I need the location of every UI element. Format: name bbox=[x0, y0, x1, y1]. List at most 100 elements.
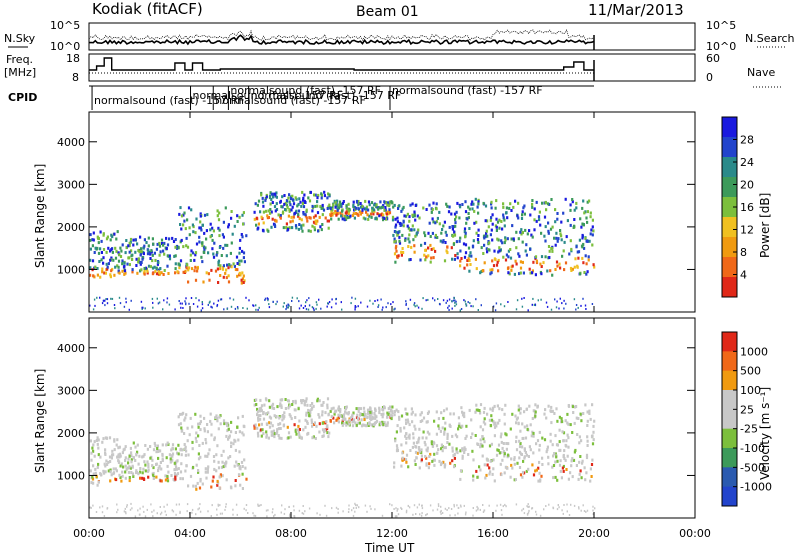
cpid-label: normalsound (fast) -157 RF bbox=[392, 84, 543, 97]
data-cell bbox=[149, 265, 152, 269]
data-cell bbox=[242, 222, 245, 226]
data-cell bbox=[203, 427, 206, 431]
data-cell bbox=[380, 298, 382, 301]
data-cell bbox=[570, 459, 573, 463]
data-cell bbox=[300, 304, 302, 307]
data-cell bbox=[258, 306, 260, 309]
data-cell bbox=[270, 192, 274, 196]
data-cell bbox=[528, 404, 531, 408]
data-cell bbox=[354, 421, 357, 425]
data-cell bbox=[523, 425, 526, 429]
data-cell bbox=[166, 474, 169, 478]
noise-sky-line bbox=[88, 34, 595, 46]
data-cell bbox=[316, 303, 318, 306]
data-cell bbox=[328, 203, 331, 207]
data-cell bbox=[285, 226, 288, 230]
data-cell bbox=[260, 404, 264, 408]
data-cell bbox=[198, 299, 200, 302]
data-cell bbox=[566, 510, 568, 513]
data-cell bbox=[573, 208, 576, 212]
data-cell bbox=[221, 474, 224, 478]
data-cell bbox=[134, 238, 137, 242]
data-cell bbox=[117, 508, 119, 511]
data-cell bbox=[288, 200, 291, 204]
data-cell bbox=[456, 201, 459, 205]
data-cell bbox=[531, 269, 534, 273]
data-cell bbox=[520, 453, 523, 456]
data-cell bbox=[393, 252, 397, 256]
data-cell bbox=[386, 203, 389, 207]
data-cell bbox=[201, 223, 204, 227]
data-cell bbox=[289, 513, 291, 516]
data-cell bbox=[282, 416, 285, 420]
data-cell bbox=[279, 422, 282, 426]
data-cell bbox=[97, 462, 100, 466]
data-cell bbox=[217, 226, 220, 230]
data-cell bbox=[470, 254, 473, 258]
data-cell bbox=[558, 415, 561, 419]
data-cell bbox=[306, 420, 309, 424]
data-cell bbox=[484, 219, 487, 223]
data-cell bbox=[203, 231, 206, 235]
data-cell bbox=[120, 479, 123, 483]
data-cell bbox=[92, 308, 95, 311]
data-cell bbox=[394, 239, 397, 243]
data-cell bbox=[326, 427, 329, 431]
data-cell bbox=[130, 249, 133, 253]
data-cell bbox=[195, 217, 198, 221]
data-cell bbox=[442, 299, 445, 302]
data-cell bbox=[294, 196, 297, 200]
data-cell bbox=[440, 461, 443, 465]
colorbar-segment bbox=[722, 177, 737, 198]
data-cell bbox=[391, 411, 394, 415]
data-cell bbox=[578, 435, 581, 439]
data-cell bbox=[405, 300, 407, 303]
data-cell bbox=[382, 423, 385, 426]
data-cell bbox=[353, 208, 356, 212]
data-cell bbox=[144, 515, 147, 518]
data-cell bbox=[555, 407, 558, 411]
data-cell bbox=[379, 200, 382, 204]
data-cell bbox=[332, 406, 335, 410]
data-cell bbox=[179, 412, 182, 416]
data-cell bbox=[457, 507, 460, 509]
data-cell bbox=[96, 267, 99, 270]
data-cell bbox=[512, 237, 515, 241]
data-cell bbox=[124, 271, 127, 275]
data-cell bbox=[168, 303, 171, 306]
data-cell bbox=[294, 416, 297, 419]
data-cell bbox=[573, 504, 576, 507]
data-cell bbox=[284, 398, 287, 401]
data-cell bbox=[554, 475, 557, 479]
data-cell bbox=[456, 451, 459, 455]
data-cell bbox=[281, 195, 284, 199]
data-cell bbox=[556, 217, 559, 221]
data-cell bbox=[336, 208, 339, 212]
data-cell bbox=[455, 300, 457, 303]
data-cell bbox=[535, 219, 538, 223]
data-cell bbox=[194, 251, 198, 255]
data-cell bbox=[475, 267, 478, 271]
data-cell bbox=[152, 448, 156, 452]
data-cell bbox=[387, 407, 390, 411]
data-cell bbox=[517, 408, 520, 412]
colorbar-tick-label: -25 bbox=[740, 423, 758, 436]
noise-tick-left-top: 10^5 bbox=[50, 19, 80, 32]
data-cell bbox=[277, 434, 280, 437]
data-cell bbox=[521, 213, 524, 217]
data-cell bbox=[261, 228, 265, 232]
data-cell bbox=[205, 441, 208, 445]
data-cell bbox=[174, 308, 176, 311]
data-cell bbox=[137, 260, 140, 264]
data-cell bbox=[312, 404, 315, 408]
data-cell bbox=[549, 432, 552, 436]
data-cell bbox=[534, 403, 537, 407]
data-cell bbox=[459, 205, 462, 209]
data-cell bbox=[326, 431, 329, 435]
data-cell bbox=[376, 212, 379, 216]
data-cell bbox=[536, 405, 539, 409]
data-cell bbox=[217, 503, 219, 506]
data-cell bbox=[443, 430, 446, 434]
data-cell bbox=[578, 441, 581, 445]
data-cell bbox=[592, 430, 595, 434]
